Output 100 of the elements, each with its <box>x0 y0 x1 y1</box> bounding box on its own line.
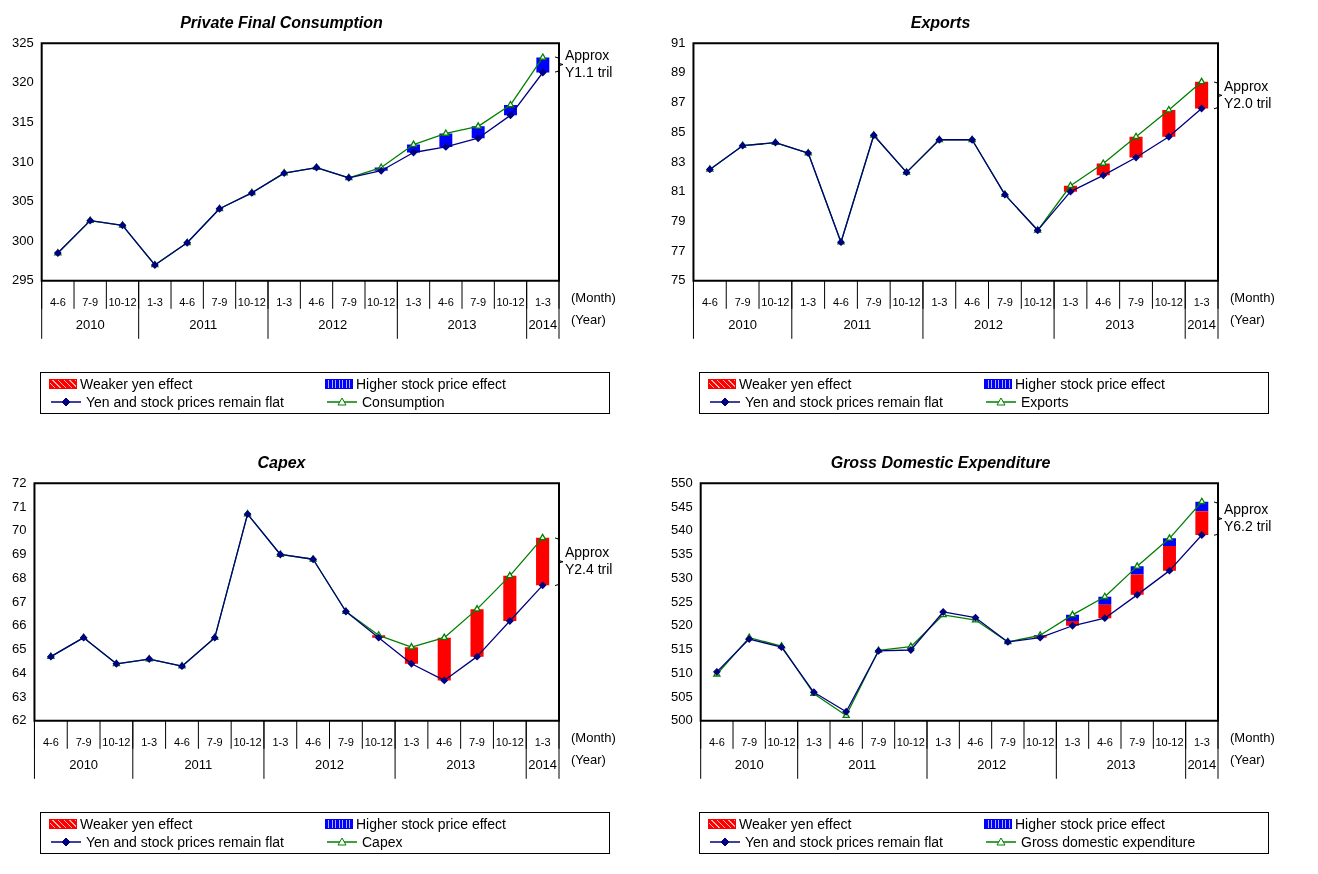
x-tick-label: 1-3 <box>1193 296 1210 309</box>
text: 2014 <box>1187 317 1217 333</box>
y-tick-label: 77 <box>670 242 686 258</box>
y-tick-label: 72 <box>11 474 27 490</box>
y-tick-label: 68 <box>11 569 27 585</box>
y-tick-label: 62 <box>11 712 27 728</box>
legend-label: Capex <box>362 834 403 850</box>
x-tick-label: 1-3 <box>405 296 422 309</box>
y-tick-label: 66 <box>11 617 27 633</box>
x-tick-label: 1-3 <box>800 296 817 309</box>
y-tick-label: 81 <box>670 183 686 199</box>
x-tick-label: 10-12 <box>364 736 393 749</box>
x-tick-label: 4-6 <box>1096 736 1113 749</box>
y-tick-label: 91 <box>670 34 686 50</box>
y-tick-label: 89 <box>670 64 686 80</box>
x-tick-label: 10-12 <box>233 736 262 749</box>
x-tick-label: 1-3 <box>805 736 822 749</box>
x-tick-label: 4-6 <box>967 736 984 749</box>
y-tick-label: 515 <box>670 641 693 657</box>
y-tick-label: 320 <box>11 74 34 90</box>
text: (Year) <box>1230 752 1265 768</box>
text: 2011 <box>848 757 877 773</box>
y-tick-label: 300 <box>11 232 34 248</box>
y-tick-label: 305 <box>11 193 34 209</box>
y-tick-label: 325 <box>11 34 34 50</box>
x-tick-label: 7-9 <box>206 736 223 749</box>
x-tick-label: 4-6 <box>42 736 59 749</box>
text: 2012 <box>977 757 1007 773</box>
x-tick-label: 1-3 <box>1193 736 1210 749</box>
y-tick-label: 545 <box>670 498 693 514</box>
text: 2011 <box>189 317 218 333</box>
x-tick-label: 1-3 <box>534 736 551 749</box>
text: 2013 <box>447 317 477 333</box>
x-tick-label: 7-9 <box>340 296 357 309</box>
y-tick-label: 525 <box>670 593 693 609</box>
x-tick-label: 4-6 <box>436 736 453 749</box>
legend-label: Higher stock price effect <box>1015 816 1165 832</box>
x-tick-label: 7-9 <box>741 736 758 749</box>
x-tick-label: 1-3 <box>931 296 948 309</box>
x-tick-label: 1-3 <box>534 296 551 309</box>
x-tick-label: 4-6 <box>833 296 849 309</box>
legend-label: Higher stock price effect <box>1015 376 1165 392</box>
legend-label: Yen and stock prices remain flat <box>86 834 284 850</box>
chart-title: Capex <box>257 454 307 472</box>
x-tick-label: 4-6 <box>179 296 196 309</box>
text: (Month) <box>1230 290 1275 306</box>
x-tick-label: 7-9 <box>996 296 1013 309</box>
x-tick-label: 7-9 <box>82 296 99 309</box>
y-tick-label: 64 <box>11 664 27 680</box>
x-tick-label: 10-12 <box>102 736 131 749</box>
x-tick-label: 7-9 <box>870 736 887 749</box>
text: 2014 <box>1187 757 1217 773</box>
y-tick-label: 70 <box>11 522 27 538</box>
x-tick-label: 1-3 <box>403 736 420 749</box>
x-tick-label: 10-12 <box>892 296 921 309</box>
text: 2014 <box>528 317 558 333</box>
x-tick-label: 4-6 <box>964 296 981 309</box>
text: Approx Y2.4 tril <box>565 543 613 577</box>
x-tick-label: 7-9 <box>75 736 92 749</box>
y-tick-label: 550 <box>670 474 693 490</box>
x-tick-label: 7-9 <box>734 296 751 309</box>
x-tick-label: 4-6 <box>708 736 725 749</box>
x-tick-label: 4-6 <box>437 296 454 309</box>
x-tick-label: 7-9 <box>211 296 228 309</box>
y-tick-label: 87 <box>670 94 686 110</box>
y-tick-label: 535 <box>670 546 693 562</box>
legend-label: Weaker yen effect <box>739 376 852 392</box>
x-tick-label: 10-12 <box>761 296 790 309</box>
y-tick-label: 500 <box>670 712 693 728</box>
x-tick-label: 1-3 <box>141 736 158 749</box>
x-tick-label: 4-6 <box>305 736 322 749</box>
text: 2012 <box>318 317 348 333</box>
y-tick-label: 63 <box>11 688 27 704</box>
text: Approx Y1.1 tril <box>565 47 613 81</box>
text: (Month) <box>571 730 616 746</box>
legend-label: Weaker yen effect <box>739 816 852 832</box>
x-tick-label: 4-6 <box>1095 296 1112 309</box>
text: 2013 <box>1106 757 1136 773</box>
legend-label: Yen and stock prices remain flat <box>745 394 943 410</box>
legend-label: Exports <box>1021 394 1069 410</box>
y-tick-label: 295 <box>11 272 34 288</box>
text: 2010 <box>734 757 764 773</box>
x-tick-label: 10-12 <box>108 296 137 309</box>
x-tick-label: 7-9 <box>865 296 882 309</box>
x-tick-label: 10-12 <box>767 736 796 749</box>
y-tick-label: 65 <box>11 641 27 657</box>
x-tick-label: 7-9 <box>469 736 485 749</box>
y-tick-label: 75 <box>670 272 686 288</box>
text: 2011 <box>843 317 872 333</box>
x-tick-label: 10-12 <box>495 736 524 749</box>
x-tick-label: 1-3 <box>276 296 293 309</box>
text: 2012 <box>315 757 344 773</box>
x-tick-label: 1-3 <box>146 296 163 309</box>
text: 2010 <box>69 757 99 773</box>
x-tick-label: 10-12 <box>1154 296 1183 309</box>
legend-label: Yen and stock prices remain flat <box>86 394 284 410</box>
x-tick-label: 10-12 <box>237 296 266 309</box>
x-tick-label: 4-6 <box>701 296 718 309</box>
y-tick-label: 83 <box>670 153 686 169</box>
x-tick-label: 7-9 <box>999 736 1016 749</box>
